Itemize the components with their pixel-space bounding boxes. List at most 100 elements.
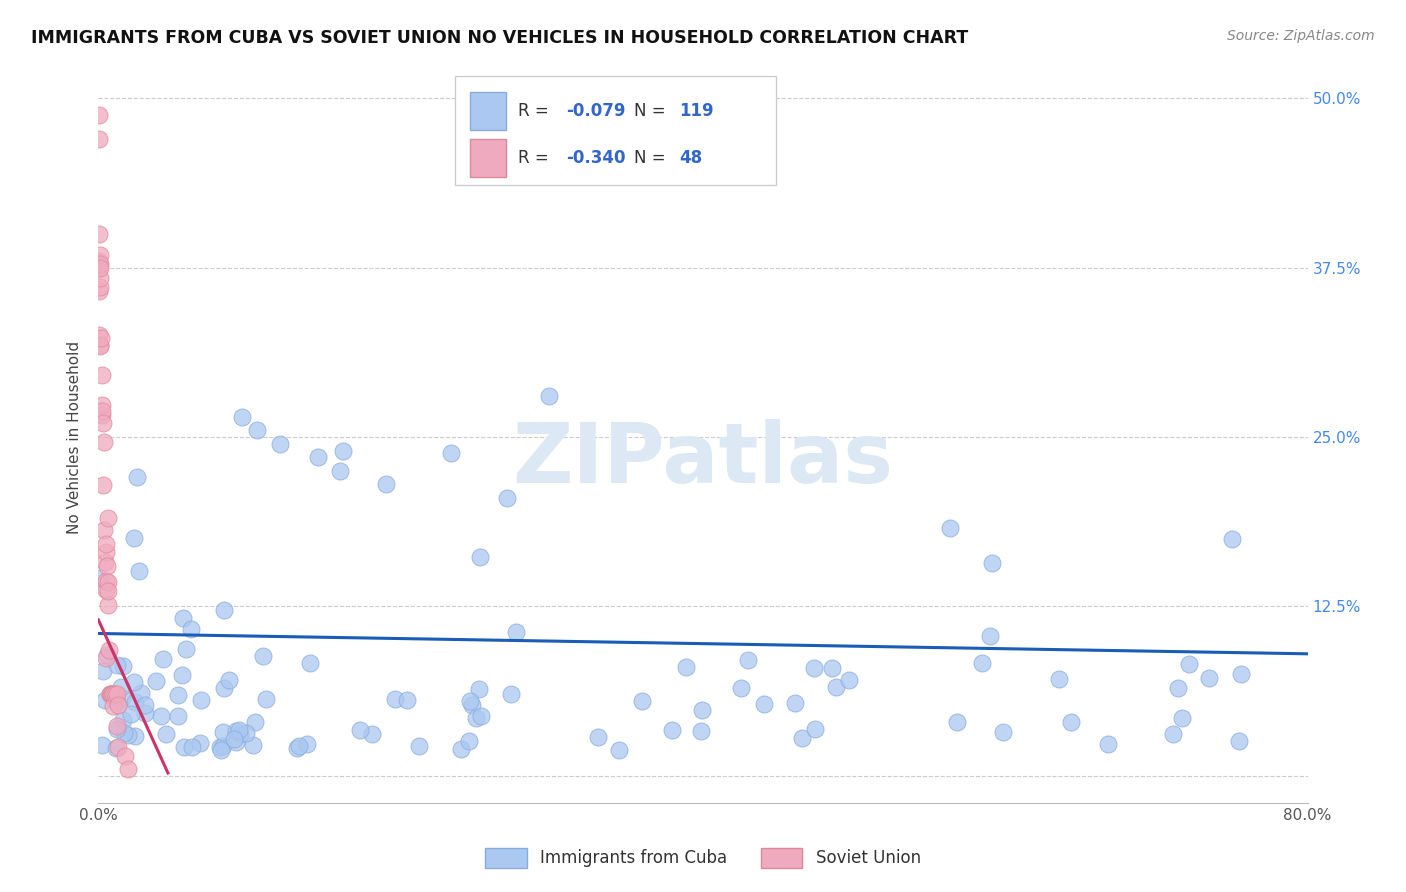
Point xyxy=(730,681,752,695)
Text: N =: N = xyxy=(634,102,671,120)
Point xyxy=(440,446,463,460)
Point xyxy=(89,338,111,352)
Point xyxy=(242,738,264,752)
Point xyxy=(1178,657,1201,671)
Point xyxy=(254,692,277,706)
Point xyxy=(97,643,120,657)
Point xyxy=(675,660,697,674)
Point xyxy=(96,559,118,574)
Text: IMMIGRANTS FROM CUBA VS SOVIET UNION NO VEHICLES IN HOUSEHOLD CORRELATION CHART: IMMIGRANTS FROM CUBA VS SOVIET UNION NO … xyxy=(31,29,969,46)
Point xyxy=(172,610,194,624)
Point xyxy=(825,681,848,695)
Point xyxy=(94,555,117,569)
Point xyxy=(94,537,117,551)
Point xyxy=(231,409,253,424)
Point xyxy=(228,723,250,737)
Point xyxy=(1060,715,1083,730)
Point xyxy=(90,739,112,753)
Point xyxy=(538,389,561,403)
Point xyxy=(783,696,806,710)
Point xyxy=(91,664,114,678)
Point xyxy=(110,680,132,694)
Text: ZIPatlas: ZIPatlas xyxy=(513,418,893,500)
Point xyxy=(946,714,969,729)
Point xyxy=(464,711,486,725)
Text: Source: ZipAtlas.com: Source: ZipAtlas.com xyxy=(1227,29,1375,43)
Point xyxy=(89,248,111,262)
Y-axis label: No Vehicles in Household: No Vehicles in Household xyxy=(67,341,83,533)
Point xyxy=(129,685,152,699)
Point xyxy=(98,688,121,702)
Point xyxy=(181,739,204,754)
Point xyxy=(124,695,146,709)
Point xyxy=(93,692,115,706)
Point xyxy=(172,668,194,682)
Point xyxy=(152,651,174,665)
Text: R =: R = xyxy=(517,102,554,120)
Point xyxy=(252,649,274,664)
Point xyxy=(408,739,430,753)
Point xyxy=(993,724,1015,739)
Point xyxy=(96,648,118,663)
Point xyxy=(97,574,120,589)
Point xyxy=(167,709,190,723)
Point xyxy=(105,695,128,709)
Point xyxy=(105,688,128,702)
Point xyxy=(329,464,352,478)
Point xyxy=(91,478,114,492)
Point xyxy=(838,673,860,687)
Point xyxy=(107,698,129,713)
Point xyxy=(90,368,112,383)
Point xyxy=(122,531,145,545)
Point xyxy=(396,692,419,706)
Point xyxy=(112,659,135,673)
Text: R =: R = xyxy=(517,149,554,168)
Point xyxy=(90,399,112,413)
Point xyxy=(89,257,111,271)
Point xyxy=(384,692,406,706)
Point xyxy=(93,434,115,449)
Point xyxy=(285,740,308,755)
Point xyxy=(124,729,146,743)
Point xyxy=(212,725,235,739)
Point xyxy=(90,409,112,423)
Point xyxy=(104,741,127,756)
Point xyxy=(505,624,527,639)
Point xyxy=(96,582,118,597)
Point xyxy=(737,653,759,667)
Point xyxy=(588,730,610,744)
Point xyxy=(980,556,1002,570)
Point xyxy=(607,742,630,756)
Point xyxy=(89,570,111,584)
Point xyxy=(91,417,114,431)
Text: 119: 119 xyxy=(679,102,713,120)
Point xyxy=(287,739,309,753)
Point xyxy=(188,736,211,750)
Point xyxy=(111,714,134,728)
Point xyxy=(155,727,177,741)
Point xyxy=(150,709,173,723)
Point xyxy=(91,404,114,418)
Point xyxy=(100,688,122,702)
Point xyxy=(94,574,117,588)
Point xyxy=(299,656,322,670)
Point xyxy=(90,331,112,345)
Legend: Immigrants from Cuba, Soviet Union: Immigrants from Cuba, Soviet Union xyxy=(478,841,928,875)
Point xyxy=(134,698,156,712)
Point xyxy=(174,642,197,657)
Point xyxy=(218,673,240,687)
Point xyxy=(114,748,136,763)
Point xyxy=(1227,734,1250,748)
Point xyxy=(246,423,269,437)
Point xyxy=(630,694,652,708)
Point xyxy=(212,603,235,617)
Point xyxy=(173,740,195,755)
FancyBboxPatch shape xyxy=(470,92,506,130)
Text: N =: N = xyxy=(634,149,671,168)
Point xyxy=(208,739,231,754)
Point xyxy=(225,724,247,739)
Point xyxy=(105,722,128,736)
Point xyxy=(470,709,492,723)
Point xyxy=(209,743,232,757)
Point xyxy=(89,338,111,352)
